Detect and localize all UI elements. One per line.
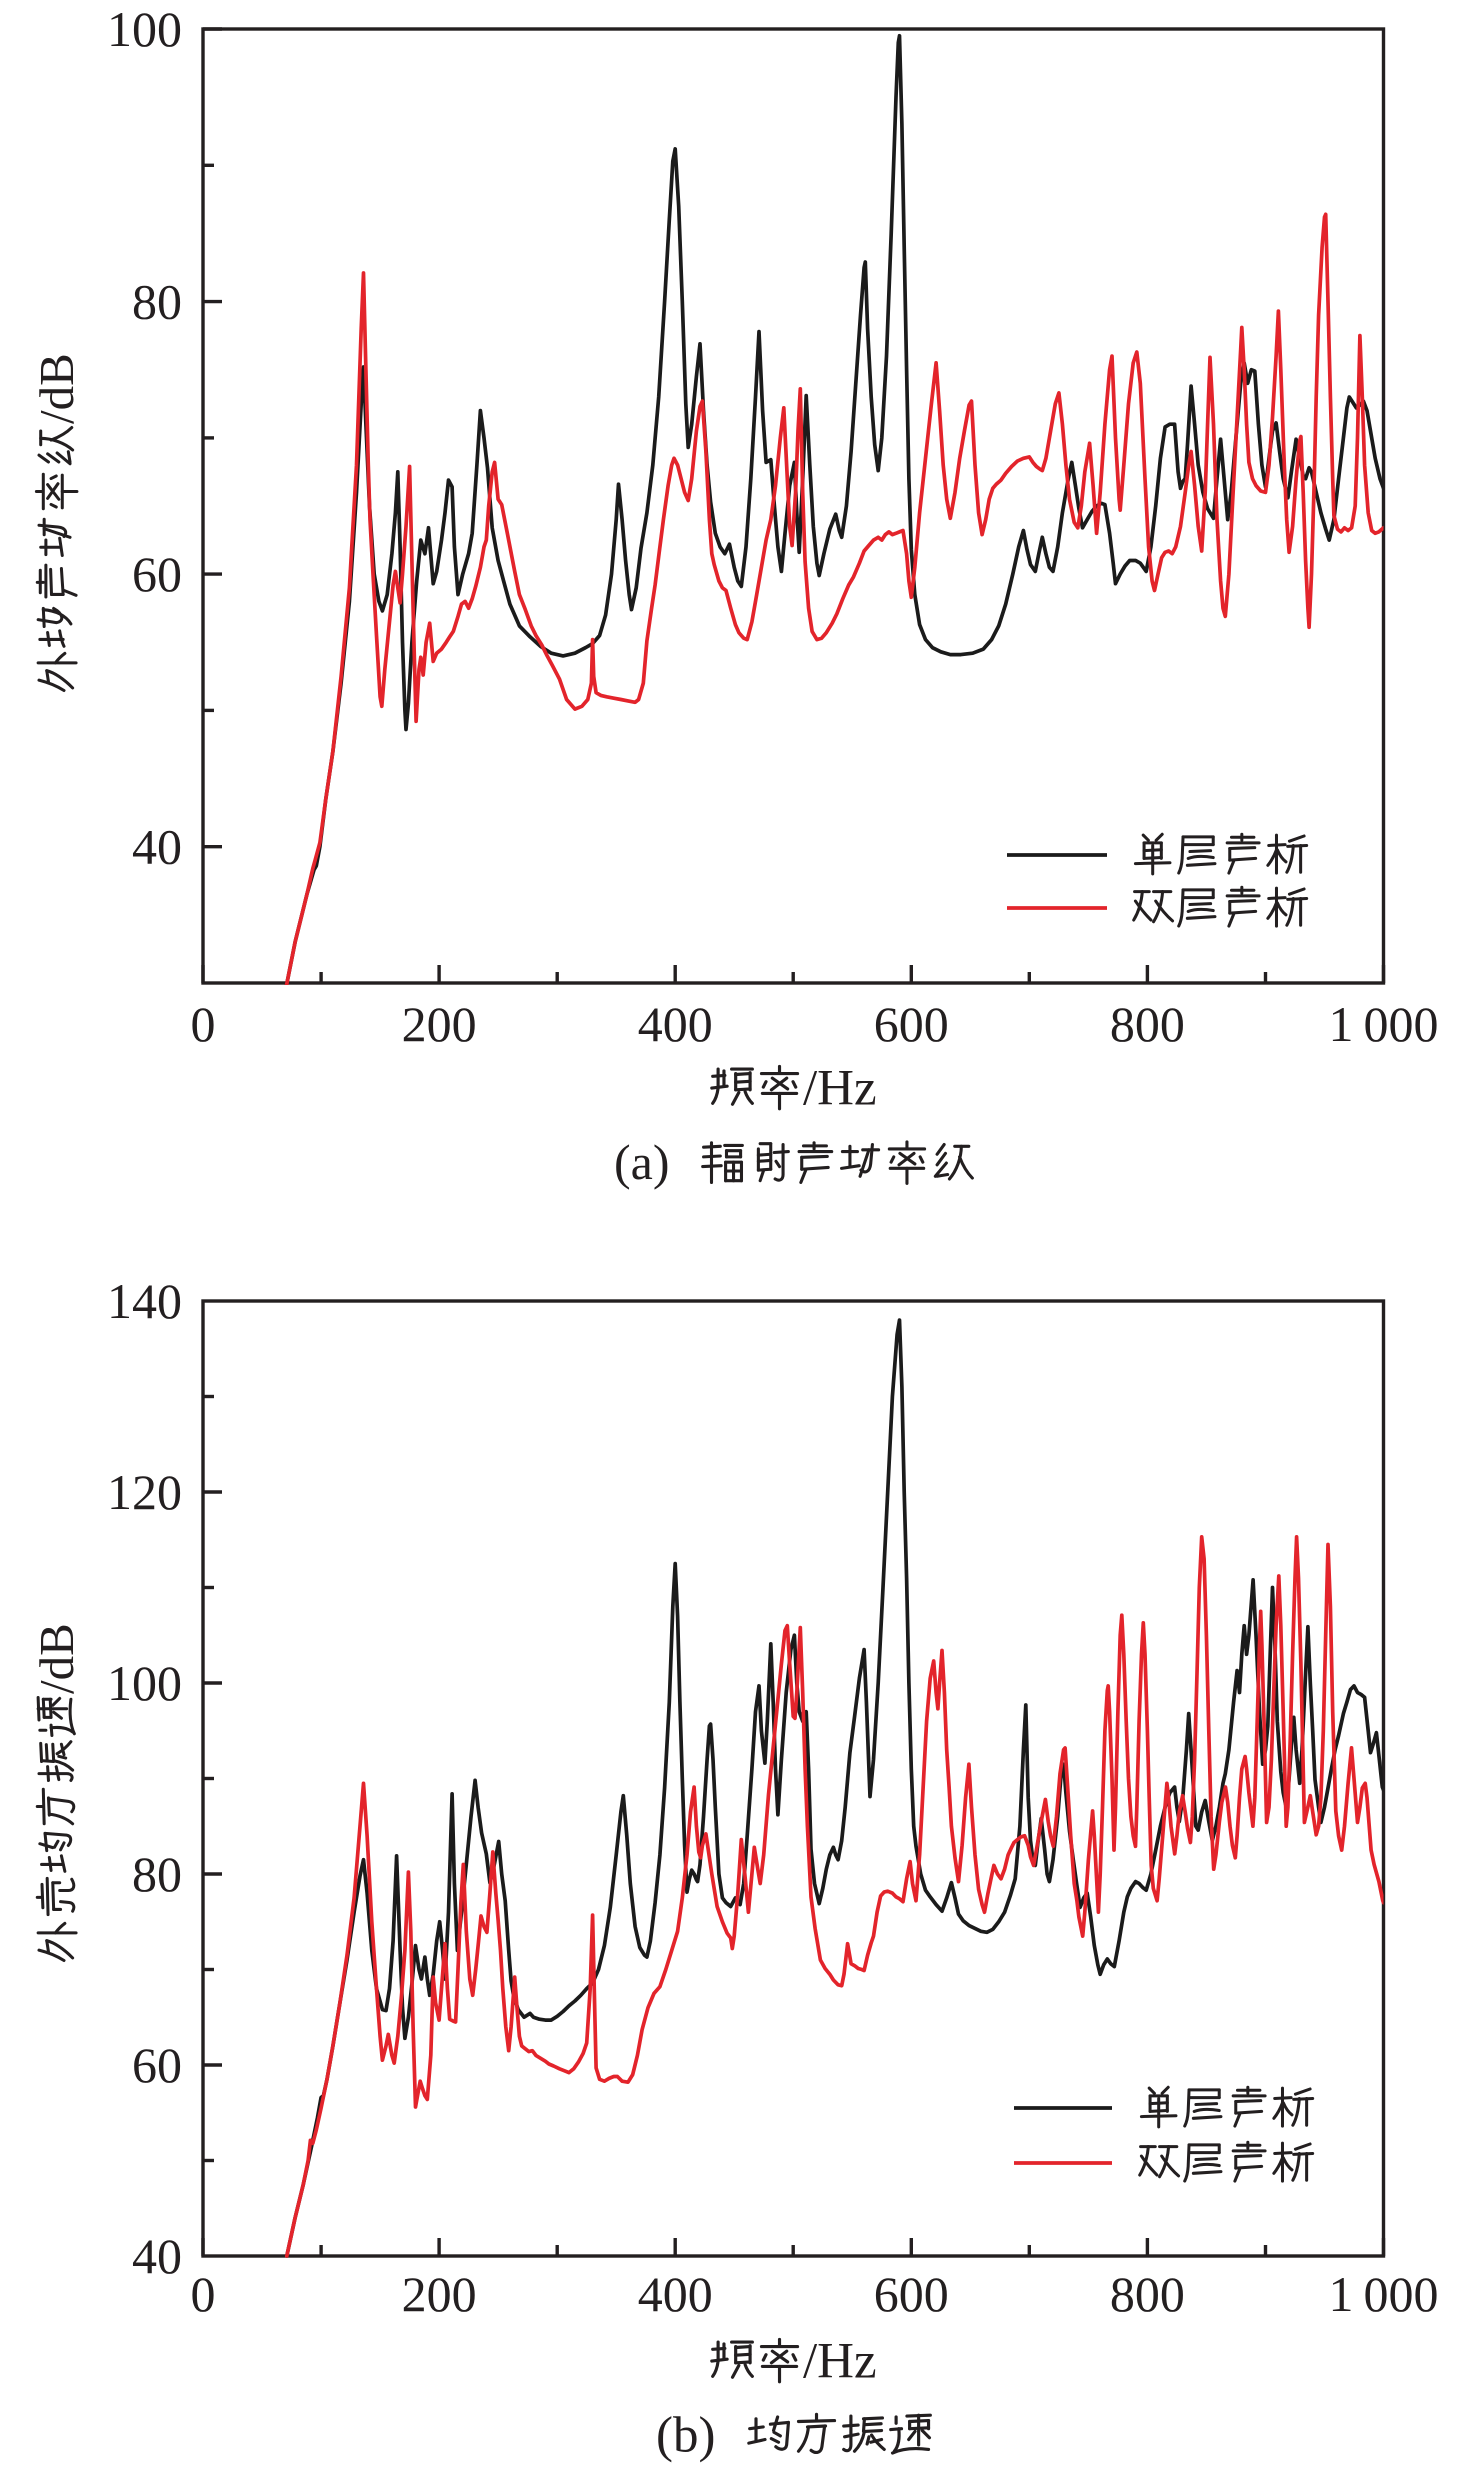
svg-text:1 000: 1 000 <box>1328 2266 1438 2322</box>
svg-text:800: 800 <box>1110 996 1185 1052</box>
svg-text:120: 120 <box>107 1464 182 1520</box>
svg-text:80: 80 <box>132 274 182 330</box>
svg-text:/dB: /dB <box>29 353 84 424</box>
svg-text:(b): (b) <box>656 2408 715 2464</box>
svg-text:80: 80 <box>132 1846 182 1902</box>
svg-text:0: 0 <box>191 2266 216 2322</box>
svg-text:40: 40 <box>132 2228 182 2284</box>
svg-text:40: 40 <box>132 819 182 875</box>
svg-text:200: 200 <box>402 2266 477 2322</box>
svg-text:400: 400 <box>638 2266 713 2322</box>
svg-text:600: 600 <box>874 2266 949 2322</box>
svg-text:(a): (a) <box>614 1134 670 1190</box>
svg-text:/dB: /dB <box>29 1623 84 1694</box>
svg-text:/Hz: /Hz <box>803 1061 877 1117</box>
svg-text:800: 800 <box>1110 2266 1185 2322</box>
svg-text:140: 140 <box>107 1273 182 1329</box>
svg-text:60: 60 <box>132 546 182 602</box>
svg-text:/Hz: /Hz <box>803 2334 877 2390</box>
svg-text:100: 100 <box>107 1 182 57</box>
svg-text:0: 0 <box>191 996 216 1052</box>
svg-text:100: 100 <box>107 1655 182 1711</box>
svg-text:1 000: 1 000 <box>1328 996 1438 1052</box>
svg-text:400: 400 <box>638 996 713 1052</box>
svg-text:200: 200 <box>402 996 477 1052</box>
svg-text:60: 60 <box>132 2037 182 2093</box>
svg-text:600: 600 <box>874 996 949 1052</box>
